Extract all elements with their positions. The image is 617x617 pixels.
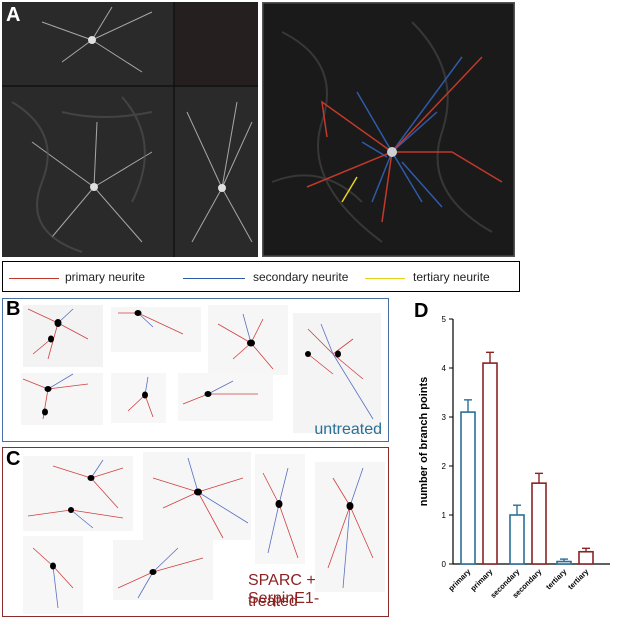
y-tick-label: 5 xyxy=(442,315,447,324)
micrograph-traced-svg xyxy=(262,2,515,257)
treated-label-line2: treated xyxy=(248,593,298,610)
y-tick-label: 2 xyxy=(442,462,447,471)
y-tick-label: 3 xyxy=(442,413,447,422)
untreated-label: untreated xyxy=(314,421,382,438)
y-tick-label: 4 xyxy=(442,364,447,373)
y-axis-title: number of branch points xyxy=(418,377,430,507)
tertiary-legend-swatch xyxy=(365,278,405,279)
secondary-legend-label: secondary neurite xyxy=(253,270,349,284)
primary-legend-label: primary neurite xyxy=(65,270,146,284)
treated-tracings-svg xyxy=(23,452,385,614)
treated-label-line1: SPARC + SerpinE1- xyxy=(248,572,320,607)
micrograph-traced xyxy=(262,2,515,257)
panel-a-label: A xyxy=(6,4,21,26)
panel-c-label: C xyxy=(6,448,21,470)
x-tick-label: primary xyxy=(447,566,473,592)
neurite-legend: primary neurite secondary neurite tertia… xyxy=(2,261,520,292)
y-tick-label: 1 xyxy=(442,511,447,520)
panel-b-label: B xyxy=(6,298,21,320)
tertiary-legend-label: tertiary neurite xyxy=(413,270,490,284)
micrograph-raw xyxy=(2,2,258,257)
primary-legend-swatch xyxy=(9,278,59,279)
bar-primary-untreated xyxy=(460,411,476,565)
treated-tracings-panel: SPARC + SerpinE1- treated xyxy=(2,447,389,617)
y-tick-label: 0 xyxy=(442,560,447,569)
micrograph-raw-svg xyxy=(2,2,258,257)
x-tick-label: tertiary xyxy=(566,566,591,591)
x-tick-label: tertiary xyxy=(544,566,569,591)
untreated-tracings-panel: untreated xyxy=(2,298,389,442)
bar-secondary-untreated xyxy=(509,514,525,565)
bar-secondary-treated xyxy=(531,482,547,565)
bar-primary-treated xyxy=(482,362,498,565)
branch-points-chart: 0 1 2 3 4 5 number of branch points primaryprim… xyxy=(418,315,610,600)
bar-tertiary-untreated xyxy=(556,560,572,565)
untreated-tracings-svg xyxy=(21,305,381,433)
bar-tertiary-treated xyxy=(578,550,594,565)
x-tick-label: primary xyxy=(469,566,495,592)
secondary-legend-swatch xyxy=(183,278,245,279)
panel-d-label: D xyxy=(414,300,429,322)
